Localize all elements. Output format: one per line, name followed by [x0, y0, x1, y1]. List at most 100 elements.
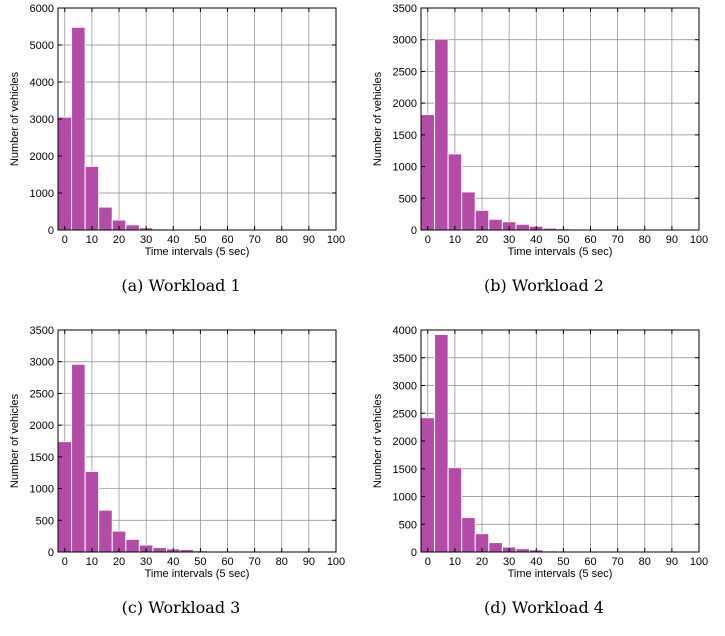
- x-axis-label: Time intervals (5 sec): [508, 246, 613, 258]
- histogram-bar: [99, 510, 113, 552]
- histogram-bar: [126, 225, 140, 230]
- chart-caption-c: (c) Workload 3: [0, 598, 362, 617]
- x-tick-label: 100: [690, 556, 708, 568]
- x-tick-label: 40: [167, 234, 179, 246]
- x-tick-label: 100: [327, 556, 345, 568]
- y-tick-label: 3500: [30, 325, 54, 337]
- histogram-bar: [421, 115, 435, 230]
- y-tick-label: 3500: [393, 3, 417, 15]
- y-tick-label: 2500: [393, 408, 417, 420]
- x-tick-label: 10: [86, 556, 98, 568]
- y-tick-label: 4000: [30, 77, 54, 89]
- y-tick-label: 3500: [393, 353, 417, 365]
- x-tick-label: 0: [62, 556, 68, 568]
- y-tick-label: 0: [48, 225, 54, 237]
- y-tick-label: 1000: [393, 492, 417, 504]
- y-tick-label: 0: [411, 225, 417, 237]
- y-tick-label: 4000: [393, 325, 417, 337]
- x-tick-label: 10: [449, 234, 461, 246]
- chart-caption-b: (b) Workload 2: [363, 276, 725, 295]
- x-tick-label: 60: [221, 234, 233, 246]
- x-tick-label: 40: [530, 556, 542, 568]
- y-tick-label: 500: [399, 519, 417, 531]
- chart-caption-a: (a) Workload 1: [0, 276, 362, 295]
- x-tick-label: 70: [612, 556, 624, 568]
- histogram-bar: [516, 224, 530, 230]
- histogram-bar: [435, 334, 449, 552]
- x-tick-label: 80: [639, 234, 651, 246]
- x-tick-label: 30: [140, 234, 152, 246]
- histogram-bar: [72, 27, 86, 230]
- x-tick-label: 70: [612, 234, 624, 246]
- x-tick-label: 20: [476, 556, 488, 568]
- y-tick-label: 1000: [30, 484, 54, 496]
- x-tick-label: 70: [249, 234, 261, 246]
- y-tick-label: 3000: [393, 381, 417, 393]
- y-tick-label: 2000: [393, 436, 417, 448]
- histogram-bar: [448, 154, 462, 230]
- x-tick-label: 90: [303, 234, 315, 246]
- y-tick-label: 2000: [393, 98, 417, 110]
- x-tick-label: 30: [140, 556, 152, 568]
- x-tick-label: 60: [584, 556, 596, 568]
- y-tick-label: 0: [411, 547, 417, 559]
- y-tick-label: 0: [48, 547, 54, 559]
- y-tick-label: 2000: [30, 151, 54, 163]
- x-tick-label: 90: [666, 234, 678, 246]
- histogram-bar: [421, 418, 435, 552]
- y-axis-label: Number of vehicles: [372, 393, 384, 488]
- x-tick-label: 100: [690, 234, 708, 246]
- x-tick-label: 20: [113, 234, 125, 246]
- histogram-bar: [85, 166, 99, 230]
- x-tick-label: 80: [276, 556, 288, 568]
- y-tick-label: 3000: [30, 114, 54, 126]
- x-tick-label: 10: [449, 556, 461, 568]
- x-tick-label: 90: [666, 556, 678, 568]
- x-tick-label: 0: [425, 556, 431, 568]
- histogram-bar: [72, 364, 86, 552]
- x-tick-label: 40: [530, 234, 542, 246]
- x-tick-label: 50: [194, 556, 206, 568]
- x-tick-label: 40: [167, 556, 179, 568]
- y-tick-label: 1500: [30, 452, 54, 464]
- x-tick-label: 80: [639, 556, 651, 568]
- x-tick-label: 70: [249, 556, 261, 568]
- histogram-bar: [153, 548, 167, 552]
- x-tick-label: 60: [221, 556, 233, 568]
- histogram-bar: [489, 219, 503, 230]
- y-tick-label: 1500: [393, 464, 417, 476]
- x-tick-label: 50: [194, 234, 206, 246]
- y-tick-label: 6000: [30, 3, 54, 15]
- histogram-bar: [448, 468, 462, 552]
- y-tick-label: 2000: [30, 420, 54, 432]
- x-tick-label: 50: [557, 556, 569, 568]
- histogram-bar: [126, 539, 140, 552]
- x-axis-label: Time intervals (5 sec): [145, 568, 250, 580]
- histogram-bar: [58, 117, 72, 230]
- x-tick-label: 20: [113, 556, 125, 568]
- y-tick-label: 1000: [393, 162, 417, 174]
- x-tick-label: 20: [476, 234, 488, 246]
- x-tick-label: 30: [503, 234, 515, 246]
- x-tick-label: 90: [303, 556, 315, 568]
- y-tick-label: 500: [36, 515, 54, 527]
- x-tick-label: 0: [62, 234, 68, 246]
- y-tick-label: 2500: [30, 388, 54, 400]
- x-tick-label: 0: [425, 234, 431, 246]
- x-axis-label: Time intervals (5 sec): [145, 246, 250, 258]
- histogram-bar: [58, 442, 72, 552]
- x-axis-label: Time intervals (5 sec): [508, 568, 613, 580]
- x-tick-label: 60: [584, 234, 596, 246]
- y-tick-label: 1500: [393, 130, 417, 142]
- histogram-bar: [462, 518, 476, 552]
- x-tick-label: 80: [276, 234, 288, 246]
- histogram-bar: [435, 39, 449, 230]
- histogram-bar: [85, 471, 99, 552]
- y-tick-label: 2500: [393, 66, 417, 78]
